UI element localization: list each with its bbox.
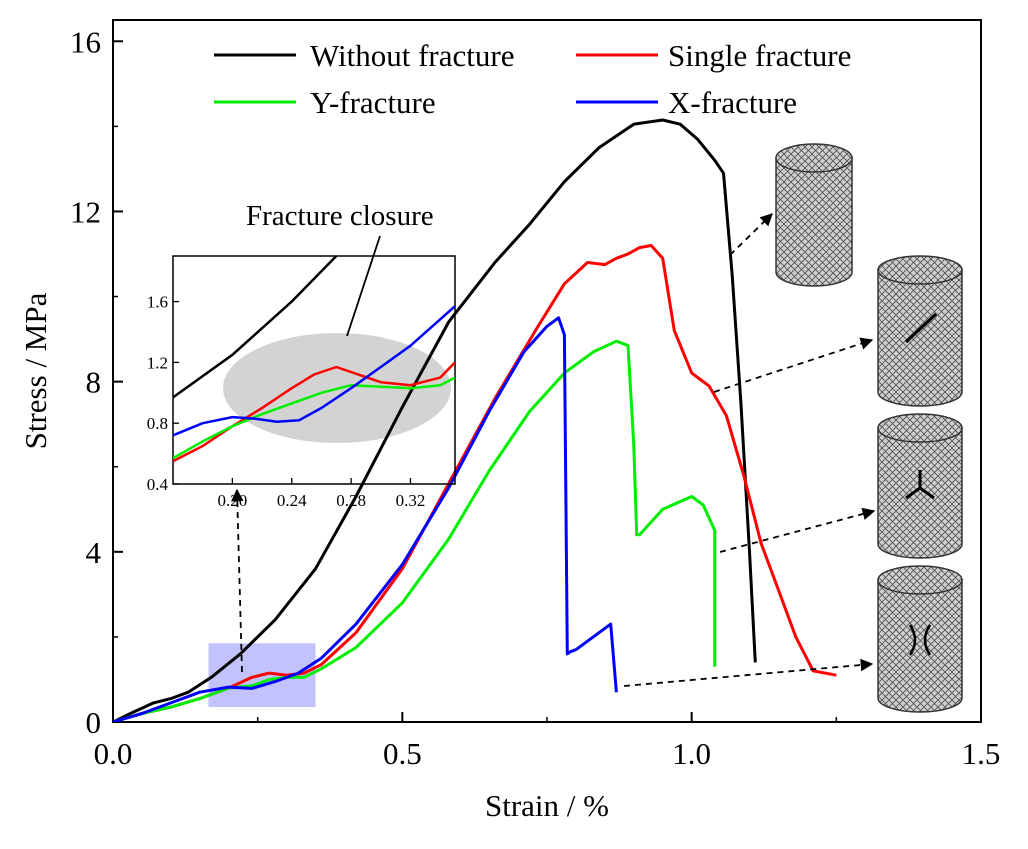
single-fracture-cylinder-icon (877, 255, 963, 407)
y-fracture-cylinder-icon (877, 413, 963, 559)
legend-label-x-fracture: X-fracture (668, 85, 797, 120)
inset-y-tick-label-2: 1.2 (147, 353, 168, 372)
y-tick-label-1: 4 (86, 535, 102, 570)
inset-series-group (173, 256, 455, 463)
inset-series-x-fracture (173, 305, 455, 437)
legend-label-single-fracture: Single fracture (668, 38, 851, 73)
series-without-fracture (113, 118, 757, 722)
inset-x-tick-label-1: 0.24 (277, 491, 307, 510)
x-tick-label-3: 1.5 (962, 736, 1001, 771)
arrow-to-x-fracture-cylinder (623, 658, 874, 687)
x-tick-label-2: 1.0 (672, 736, 711, 771)
inset-frame (172, 255, 456, 485)
main-axis-ticks: 0.0 0.5 1.0 1.5 0 4 8 12 16 (70, 24, 1000, 771)
x-fracture-cylinder-icon (877, 565, 963, 713)
legend-label-without-fracture: Without fracture (310, 38, 514, 73)
inset-x-tick-label-3: 0.32 (396, 491, 426, 510)
fracture-closure-label: Fracture closure (246, 200, 434, 232)
inset-series-y-fracture (173, 376, 455, 460)
fracture-closure-leader (346, 235, 381, 337)
arrow-to-intact-cylinder (729, 213, 773, 256)
series-single-fracture (113, 244, 837, 722)
x-tick-label-1: 0.5 (383, 736, 422, 771)
y-axis-title: Stress / MPa (18, 292, 53, 449)
inset-x-tick-label-2: 0.28 (336, 491, 366, 510)
inset-y-tick-label-0: 0.4 (147, 475, 169, 494)
arrow-to-single-fracture-cylinder (713, 337, 874, 393)
y-tick-label-2: 8 (86, 365, 102, 400)
x-axis-title: Strain / % (485, 788, 609, 823)
legend: Without fracture Single fracture Y-fract… (214, 38, 851, 120)
inset-series-without-fracture (173, 256, 338, 399)
y-tick-label-4: 16 (70, 24, 101, 59)
inset-y-tick-label-3: 1.6 (147, 293, 168, 312)
intact-cylinder-icon (775, 143, 853, 287)
y-tick-label-0: 0 (86, 705, 102, 740)
main-series-group (113, 118, 837, 722)
legend-label-y-fracture: Y-fracture (310, 85, 436, 120)
y-tick-label-3: 12 (70, 194, 101, 229)
inset-x-tick-label-0: 0.20 (217, 491, 247, 510)
arrow-to-y-fracture-cylinder (719, 507, 876, 553)
inset-y-tick-label-1: 0.8 (147, 414, 168, 433)
x-tick-label-0: 0.0 (94, 736, 133, 771)
zoom-arrow (231, 488, 244, 673)
series-x-fracture (113, 316, 618, 722)
